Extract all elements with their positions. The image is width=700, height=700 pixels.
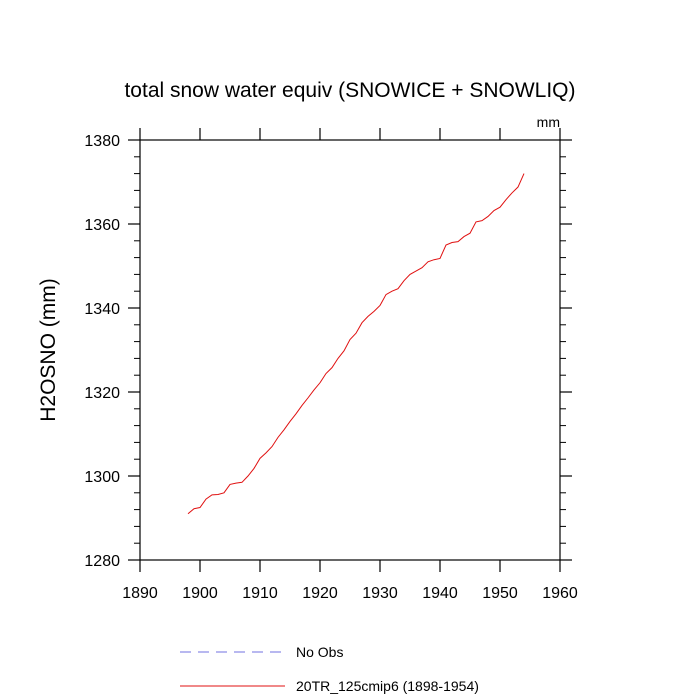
series-line xyxy=(187,173,525,515)
axis-ticks xyxy=(128,128,572,572)
legend-label-20tr: 20TR_125cmip6 (1898-1954) xyxy=(296,678,479,694)
y-tick-label: 1300 xyxy=(84,469,120,486)
x-tick-label: 1960 xyxy=(542,585,578,602)
legend: No Obs 20TR_125cmip6 (1898-1954) xyxy=(180,644,479,694)
y-tick-label: 1360 xyxy=(84,217,120,234)
y-axis-label: H2OSNO (mm) xyxy=(37,278,60,422)
x-tick-labels: 1890 1900 1910 1920 1930 1940 1950 1960 xyxy=(122,585,578,602)
series-group xyxy=(187,173,525,515)
y-tick-label: 1320 xyxy=(84,385,120,402)
x-tick-label: 1950 xyxy=(482,585,518,602)
plot-frame xyxy=(139,139,561,561)
y-tick-label: 1340 xyxy=(84,301,120,318)
x-tick-label: 1900 xyxy=(182,585,218,602)
x-tick-label: 1910 xyxy=(242,585,278,602)
units-label: mm xyxy=(537,114,560,130)
x-tick-label: 1930 xyxy=(362,585,398,602)
x-tick-label: 1890 xyxy=(122,585,158,602)
y-tick-label: 1380 xyxy=(84,133,120,150)
legend-label-no-obs: No Obs xyxy=(296,644,343,660)
x-tick-label: 1920 xyxy=(302,585,338,602)
y-tick-labels: 1280 1300 1320 1340 1360 1380 xyxy=(84,133,120,570)
chart-title: total snow water equiv (SNOWICE + SNOWLI… xyxy=(124,79,575,102)
x-tick-label: 1940 xyxy=(422,585,458,602)
y-tick-label: 1280 xyxy=(84,553,120,570)
